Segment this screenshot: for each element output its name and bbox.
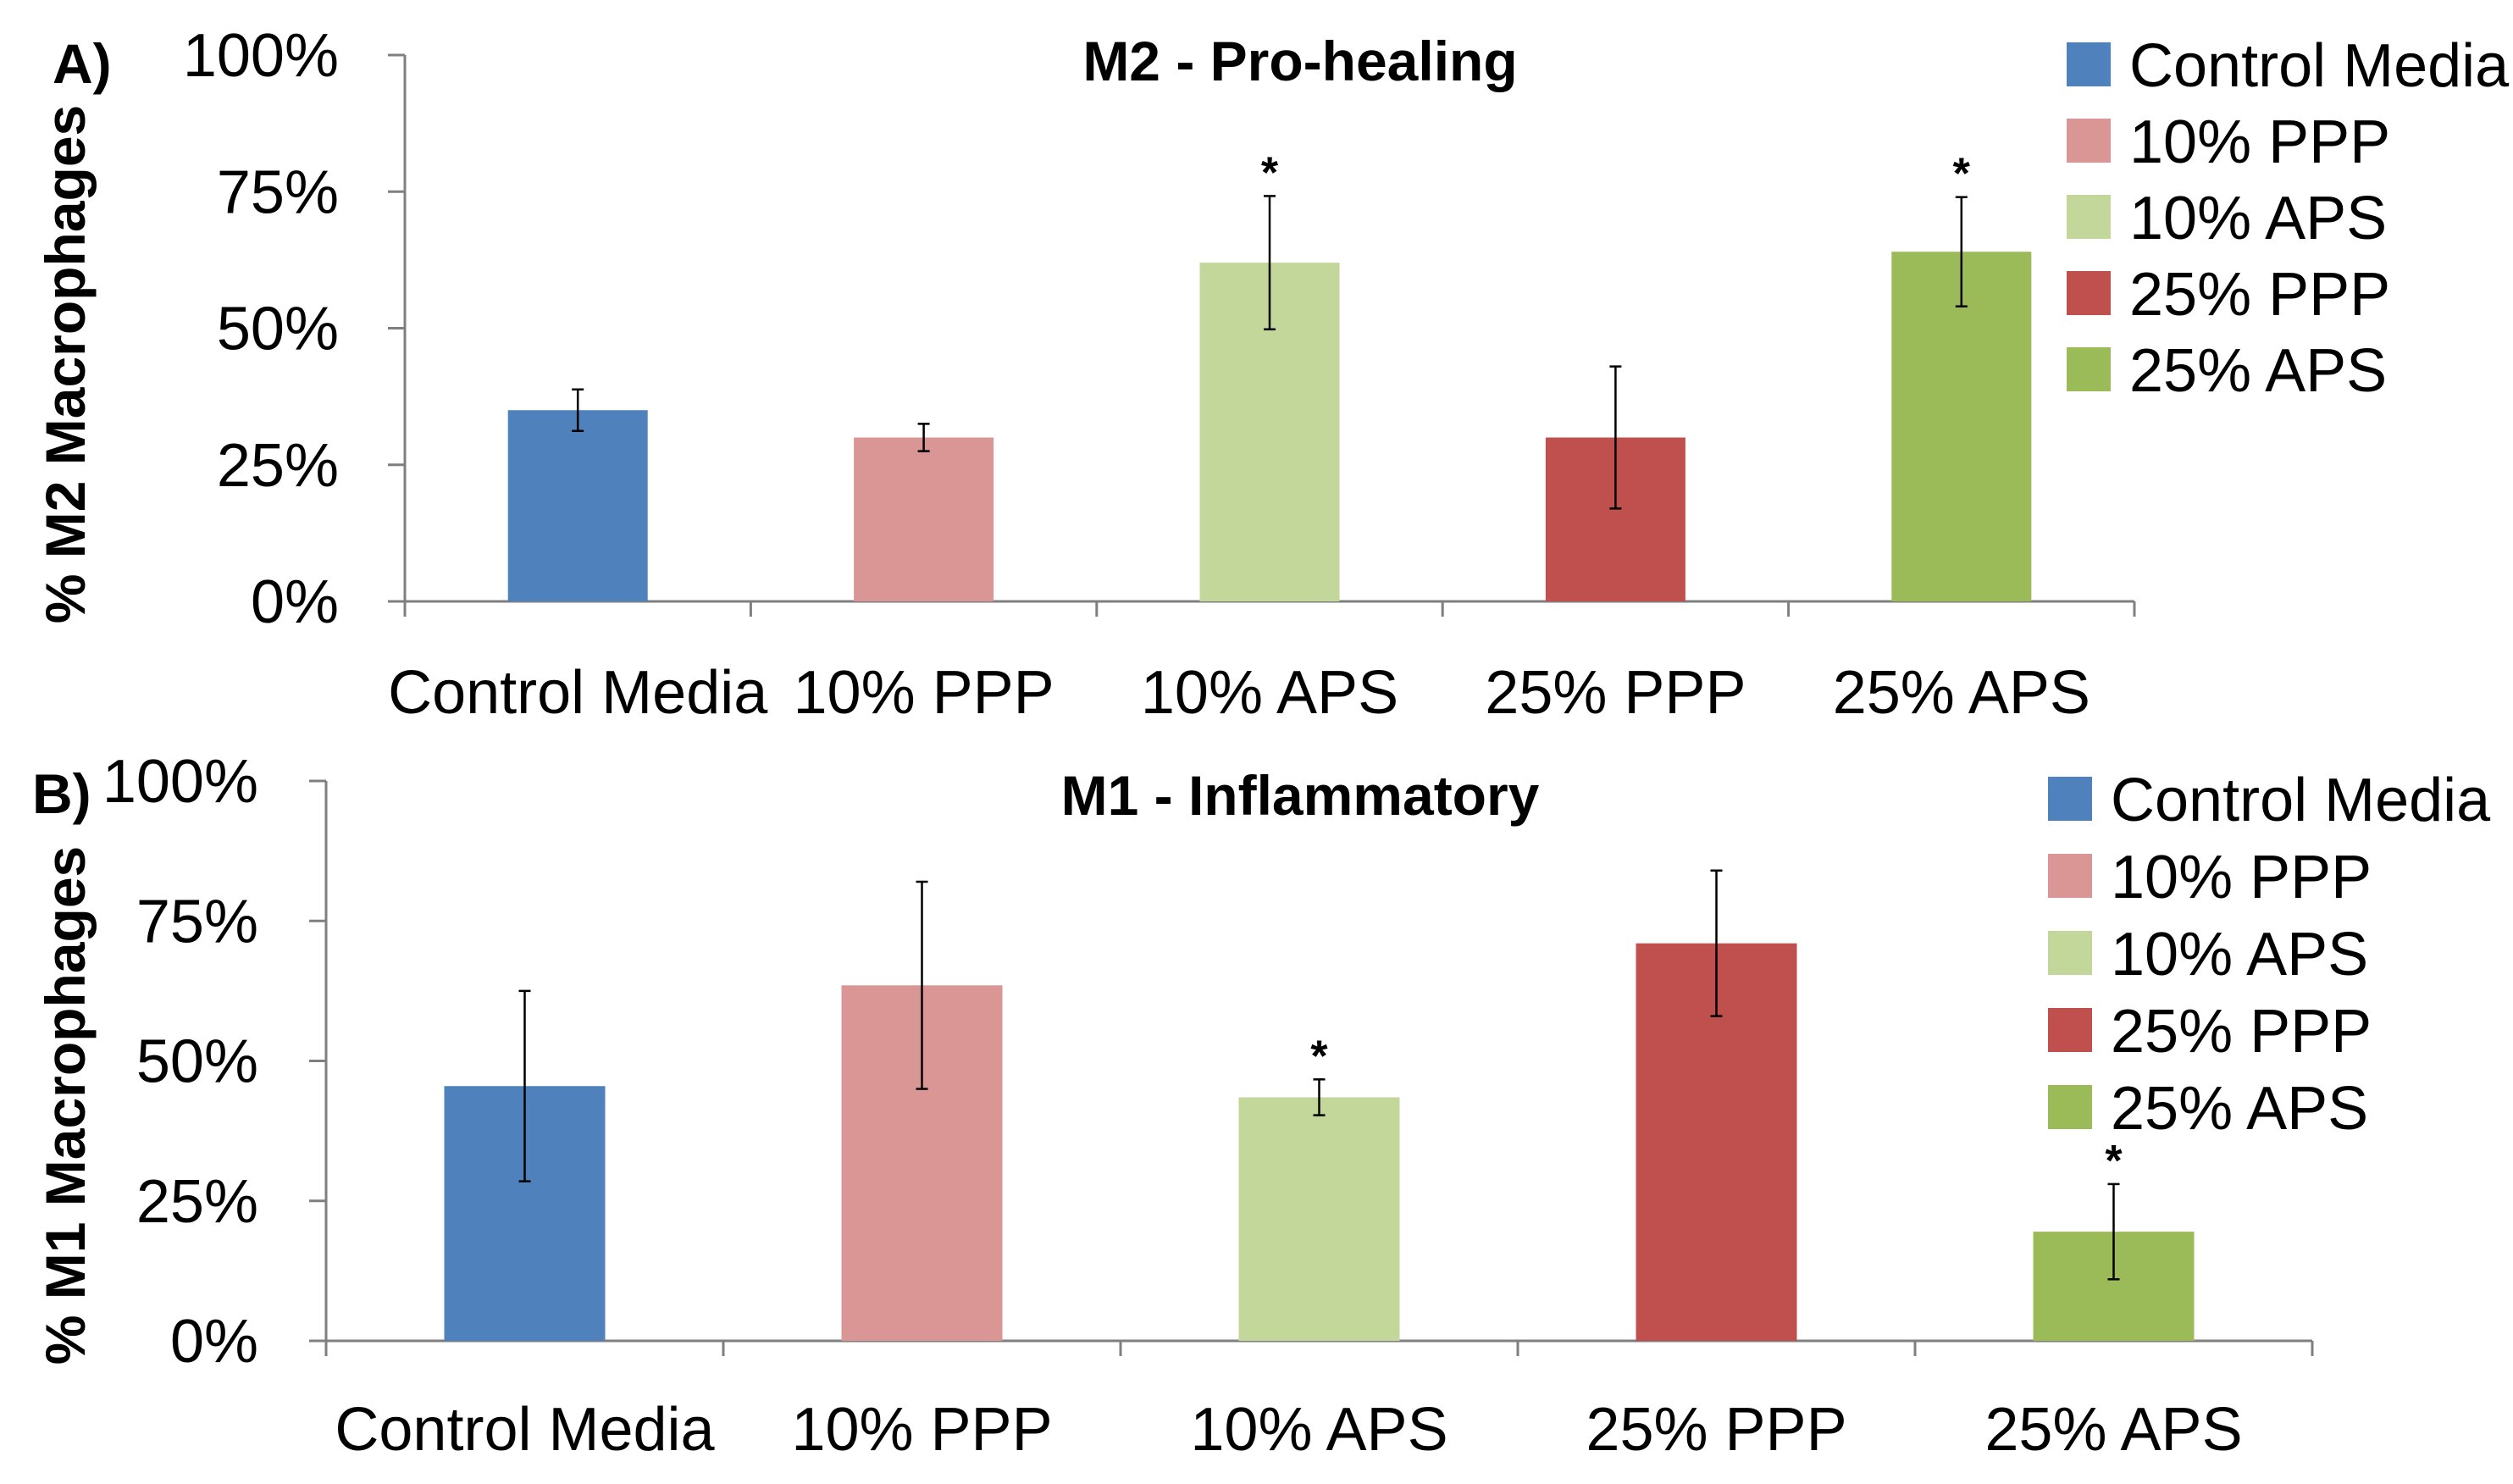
y-axis-label-b: % M1 Macrophages	[34, 846, 97, 1365]
x-tick-label: 10% PPP	[791, 1396, 1052, 1464]
y-tick-label: 75%	[217, 158, 339, 226]
legend-swatch	[2067, 42, 2111, 86]
legend-label: 10% APS	[2111, 921, 2368, 988]
x-tick-label: 10% PPP	[794, 659, 1054, 727]
y-tick-label: 100%	[183, 22, 339, 90]
panel-label-b: B)	[32, 762, 91, 825]
chart-title-b: M1 - Inflammatory	[1061, 764, 1540, 827]
y-tick-label: 0%	[170, 1308, 258, 1376]
x-tick-label: Control Media	[335, 1396, 715, 1464]
legend-label: Control Media	[2111, 767, 2491, 834]
legend-label: 10% PPP	[2111, 844, 2372, 911]
significance-star: *	[1310, 1032, 1328, 1081]
y-tick-label: 50%	[217, 296, 339, 363]
legend-label: 25% APS	[2129, 337, 2387, 405]
legend-swatch	[2048, 1085, 2092, 1129]
y-tick-label: 75%	[136, 888, 258, 955]
legend-label: Control Media	[2129, 32, 2510, 100]
legend-swatch	[2067, 119, 2111, 163]
panel-label-a: A)	[53, 32, 112, 95]
panel-a: A) M2 - Pro-healing % M2 Macrophages 0% 2…	[34, 22, 2510, 727]
legend-swatch	[2048, 931, 2092, 975]
y-tick-label: 50%	[136, 1028, 258, 1096]
bar-a-2	[854, 437, 994, 601]
x-tick-label: 25% PPP	[1586, 1396, 1846, 1464]
x-tick-label: 10% APS	[1141, 659, 1398, 727]
significance-star: *	[1953, 150, 1971, 199]
legend-swatch	[2048, 777, 2092, 821]
x-tick-label: 25% APS	[1984, 1396, 2242, 1464]
bar-a-1	[507, 410, 648, 601]
y-tick-label: 0%	[251, 568, 339, 636]
legend-swatch	[2048, 1008, 2092, 1052]
bar-b-3	[1238, 1097, 1400, 1341]
legend-label: 10% APS	[2129, 185, 2387, 252]
panel-b: B) M1 - Inflammatory % M1 Macrophages 0%…	[32, 748, 2491, 1464]
x-tick-label: 10% APS	[1190, 1396, 1447, 1464]
significance-star: *	[2105, 1137, 2123, 1186]
chart-title-a: M2 - Pro-healing	[1082, 30, 1517, 92]
y-tick-label: 100%	[102, 748, 258, 816]
legend-swatch	[2067, 347, 2111, 391]
bar-a-5	[1891, 252, 2032, 601]
legend-swatch	[2067, 271, 2111, 315]
y-tick-label: 25%	[136, 1168, 258, 1236]
x-tick-label: 25% APS	[1833, 659, 2090, 727]
x-tick-label: Control Media	[388, 659, 768, 727]
significance-star: *	[1261, 148, 1279, 197]
legend-label: 25% PPP	[2111, 998, 2372, 1066]
legend-label: 10% PPP	[2129, 108, 2390, 176]
y-tick-label: 25%	[217, 432, 339, 500]
legend-swatch	[2067, 195, 2111, 239]
x-tick-label: 25% PPP	[1485, 659, 1746, 727]
legend-swatch	[2048, 854, 2092, 898]
y-axis-label-a: % M2 Macrophages	[34, 105, 97, 624]
legend-label: 25% PPP	[2129, 261, 2390, 329]
legend-label: 25% APS	[2111, 1075, 2368, 1143]
